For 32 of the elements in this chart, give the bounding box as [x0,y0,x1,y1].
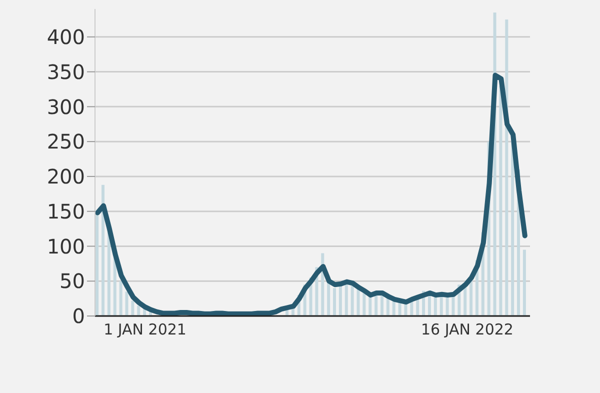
x-tick-label: 16 JAN 2022 [421,320,514,339]
bar [505,19,508,316]
bar [511,142,514,316]
y-tick-label: 150 [46,199,85,224]
x-tick-label: 1 JAN 2021 [104,320,186,339]
y-tick-label: 100 [46,234,85,258]
y-tick-label: 200 [46,164,85,189]
bar [102,184,105,316]
y-tick-label: 50 [60,269,85,294]
bar [499,86,502,316]
bar [428,295,431,316]
y-tick-label: 350 [46,60,85,84]
bar [327,282,330,316]
y-tick-label: 300 [46,94,85,119]
bar [137,306,140,316]
y-tick-label: 250 [46,130,85,154]
bar [368,296,372,316]
bar [392,300,396,316]
y-tick-label: 400 [46,25,85,50]
bar [434,296,437,316]
y-tick-label: 0 [72,304,85,328]
bar [356,288,360,316]
bar [362,292,366,316]
bar [380,295,384,316]
bar [522,250,526,316]
bar [125,292,128,316]
bar [107,232,110,316]
bar [131,300,134,316]
bar [119,281,122,316]
bar [386,298,390,316]
bar [338,284,342,316]
bar [333,288,336,316]
